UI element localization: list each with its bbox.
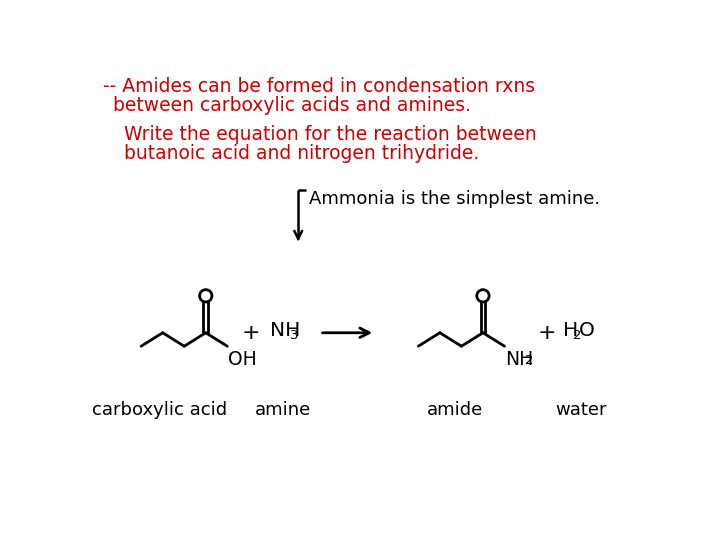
Text: water: water [555, 401, 606, 418]
Text: between carboxylic acids and amines.: between carboxylic acids and amines. [113, 96, 472, 116]
Text: -- Amides can be formed in condensation rxns: -- Amides can be formed in condensation … [102, 77, 535, 96]
Text: Write the equation for the reaction between: Write the equation for the reaction betw… [124, 125, 537, 144]
Text: +: + [538, 323, 556, 343]
Text: butanoic acid and nitrogen trihydride.: butanoic acid and nitrogen trihydride. [124, 144, 480, 163]
Text: carboxylic acid: carboxylic acid [92, 401, 227, 418]
Text: amide: amide [427, 401, 483, 418]
Text: 2: 2 [573, 328, 582, 342]
Text: Ammonia is the simplest amine.: Ammonia is the simplest amine. [309, 190, 600, 208]
Text: 2: 2 [526, 354, 534, 367]
Text: OH: OH [228, 350, 257, 369]
Text: NH: NH [505, 350, 534, 369]
Text: +: + [242, 323, 261, 343]
Text: amine: amine [255, 401, 311, 418]
Text: H: H [563, 321, 578, 340]
Text: 3: 3 [290, 328, 299, 342]
Text: NH: NH [271, 321, 301, 340]
Text: O: O [579, 321, 595, 340]
